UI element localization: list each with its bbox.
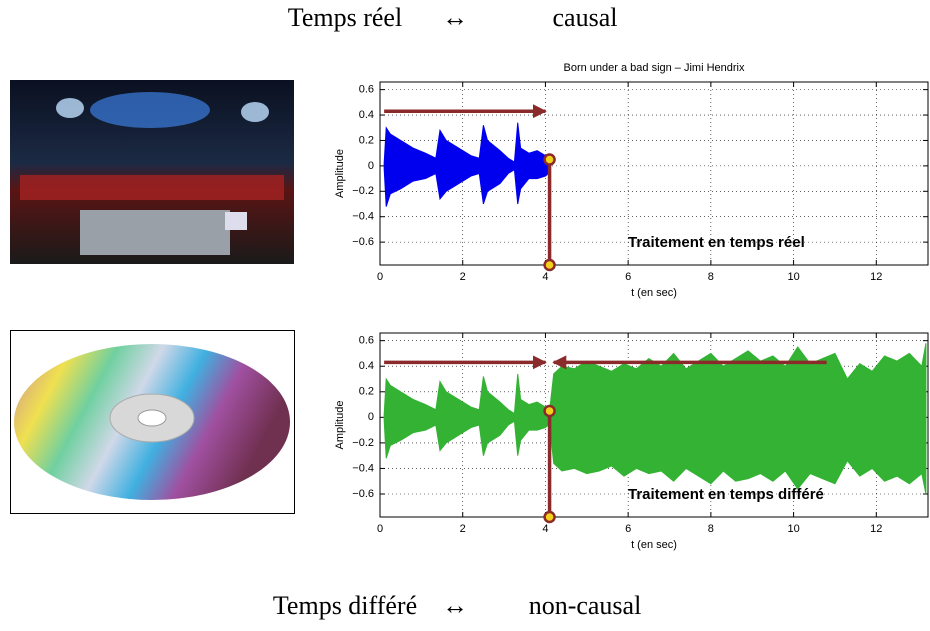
x-tick-label: 6 [625, 271, 631, 283]
plot-frame [379, 81, 929, 266]
x-tick-label: 12 [870, 271, 882, 283]
x-tick-label: 2 [460, 523, 466, 535]
footer-text: ↔ [442, 591, 468, 620]
cd-photo [10, 330, 295, 514]
x-tick-label: 0 [377, 271, 383, 283]
y-axis-label: Amplitude [334, 401, 346, 450]
header-text: Temps réel [288, 3, 402, 32]
y-tick-label: 0.6 [359, 335, 374, 347]
y-tick-label: 0.6 [359, 84, 374, 96]
x-tick-label: 2 [460, 271, 466, 283]
y-tick-label: 0.4 [359, 360, 374, 372]
y-tick-label: 0.2 [359, 134, 374, 146]
y-tick-label: 0 [368, 411, 374, 423]
y-tick-label: 0.4 [359, 109, 374, 121]
footer-text: non-causal [529, 591, 642, 620]
annotation: Traitement en temps réel [628, 234, 805, 251]
y-tick-label: 0 [368, 160, 374, 172]
cursor-point [543, 258, 556, 272]
cursor-point [543, 153, 556, 166]
x-tick-label: 8 [708, 271, 714, 283]
annotation: Traitement en temps différé [628, 486, 824, 503]
y-tick-label: −0.2 [352, 185, 374, 197]
x-tick-label: 0 [377, 523, 383, 535]
y-tick-label: −0.6 [352, 236, 374, 248]
x-tick-label: 6 [625, 523, 631, 535]
x-tick-label: 4 [542, 271, 548, 283]
y-tick-label: 0.2 [359, 386, 374, 398]
chart-title: Born under a bad sign – Jimi Hendrix [564, 62, 745, 74]
y-axis-label: Amplitude [334, 149, 346, 198]
footer-text: Temps différé [273, 591, 417, 620]
waveform [383, 343, 927, 495]
x-tick-label: 10 [787, 271, 799, 283]
y-tick-label: −0.2 [352, 437, 374, 449]
header-text: causal [553, 3, 618, 32]
plot-frame [379, 332, 929, 518]
y-tick-label: −0.4 [352, 211, 374, 223]
cursor-point [543, 404, 556, 418]
cursor-point [543, 510, 556, 524]
x-tick-label: 12 [870, 523, 882, 535]
y-tick-label: −0.6 [352, 488, 374, 500]
y-tick-label: −0.4 [352, 462, 374, 474]
x-axis-label: t (en sec) [631, 287, 677, 299]
x-tick-label: 8 [708, 523, 714, 535]
x-axis-label: t (en sec) [631, 539, 677, 551]
x-tick-label: 10 [787, 523, 799, 535]
concert-photo [10, 80, 294, 264]
x-tick-label: 4 [542, 523, 548, 535]
header-text: ↔ [442, 3, 468, 32]
